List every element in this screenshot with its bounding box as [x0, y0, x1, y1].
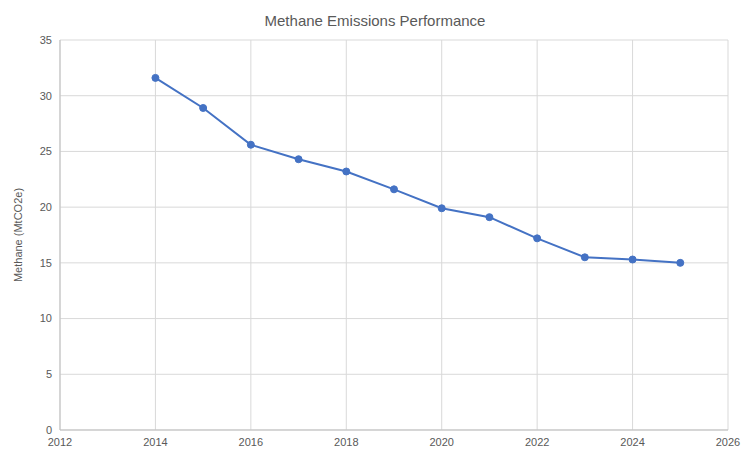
svg-text:2012: 2012: [48, 436, 72, 448]
svg-text:0: 0: [46, 424, 52, 436]
svg-text:2016: 2016: [239, 436, 263, 448]
svg-text:2024: 2024: [620, 436, 644, 448]
svg-text:2014: 2014: [143, 436, 167, 448]
svg-text:10: 10: [40, 312, 52, 324]
svg-text:2020: 2020: [429, 436, 453, 448]
svg-text:2022: 2022: [525, 436, 549, 448]
svg-text:5: 5: [46, 368, 52, 380]
svg-text:35: 35: [40, 34, 52, 46]
svg-text:30: 30: [40, 90, 52, 102]
svg-text:20: 20: [40, 201, 52, 213]
svg-text:25: 25: [40, 145, 52, 157]
svg-text:Methane (MtCO2e): Methane (MtCO2e): [12, 188, 24, 282]
svg-text:15: 15: [40, 257, 52, 269]
svg-text:2026: 2026: [716, 436, 740, 448]
html-text:Methane Emissions Performance: Methane Emissions Performance: [264, 12, 486, 29]
svg-text:2018: 2018: [334, 436, 358, 448]
